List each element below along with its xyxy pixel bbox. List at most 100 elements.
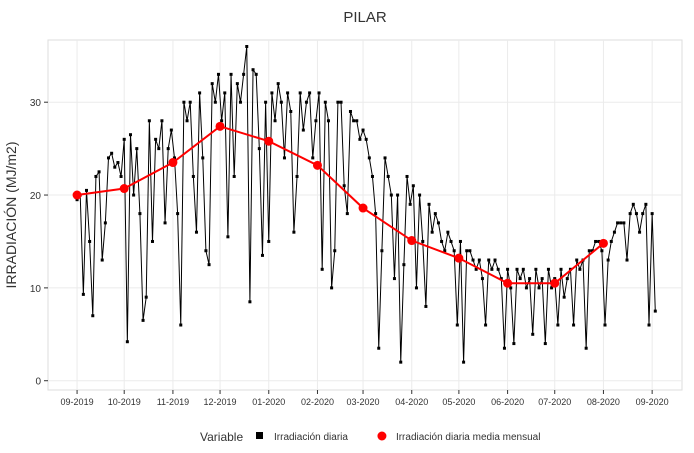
point [389, 193, 393, 197]
point [572, 323, 576, 327]
point [323, 100, 327, 104]
point [282, 156, 286, 160]
point [128, 133, 132, 137]
point [609, 239, 613, 243]
point [166, 147, 170, 151]
point [163, 221, 167, 225]
legend-title: Variable [200, 430, 243, 444]
point [358, 137, 362, 141]
point [198, 91, 202, 95]
point [455, 323, 459, 327]
point [446, 230, 450, 234]
x-tick-label: 03-2020 [347, 397, 380, 407]
point [182, 100, 186, 104]
point [480, 277, 484, 281]
point [433, 212, 437, 216]
point [408, 202, 412, 206]
point [339, 100, 343, 104]
point [348, 109, 352, 113]
point [110, 151, 114, 155]
point [399, 360, 403, 364]
x-tick-label: 12-2019 [204, 397, 237, 407]
point [619, 221, 623, 225]
point [427, 202, 431, 206]
point [264, 100, 268, 104]
x-tick-label: 09-2019 [61, 397, 94, 407]
legend-marker [256, 432, 263, 439]
point [628, 212, 632, 216]
point [333, 249, 337, 253]
point [116, 161, 120, 165]
point [502, 346, 506, 350]
point [147, 119, 151, 123]
point [150, 239, 154, 243]
point [330, 286, 334, 290]
point [345, 212, 349, 216]
point [94, 174, 98, 178]
point [612, 230, 616, 234]
point [647, 323, 651, 327]
point [270, 91, 274, 95]
point [540, 277, 544, 281]
point [515, 267, 519, 271]
point [213, 100, 217, 104]
point [242, 72, 246, 76]
series-line [76, 125, 605, 285]
point [251, 68, 255, 72]
point [546, 267, 550, 271]
point [421, 239, 425, 243]
point [176, 212, 180, 216]
point [295, 174, 299, 178]
point [113, 165, 117, 169]
point [132, 193, 136, 197]
point [81, 292, 85, 296]
point [326, 119, 330, 123]
point [641, 212, 645, 216]
point [364, 137, 368, 141]
point [119, 184, 129, 194]
point [386, 174, 390, 178]
point [320, 267, 324, 271]
point [97, 170, 101, 174]
point [603, 323, 607, 327]
point [600, 249, 604, 253]
point [512, 342, 516, 346]
point [289, 109, 293, 113]
point [430, 230, 434, 234]
point [622, 221, 626, 225]
point [565, 277, 569, 281]
point [559, 267, 563, 271]
point [304, 100, 308, 104]
point [597, 239, 601, 243]
x-tick-label: 10-2019 [108, 397, 141, 407]
point [257, 147, 261, 151]
point [201, 156, 205, 160]
point [223, 91, 227, 95]
point [215, 121, 225, 131]
point [578, 267, 582, 271]
point [407, 236, 417, 246]
point [584, 346, 588, 350]
point [144, 295, 148, 299]
x-tick-label: 06-2020 [491, 397, 524, 407]
point [644, 202, 648, 206]
point [352, 119, 356, 123]
point [298, 91, 302, 95]
point [440, 239, 444, 243]
point [232, 174, 236, 178]
point [226, 235, 230, 239]
x-tick-label: 09-2020 [636, 397, 669, 407]
point [377, 346, 381, 350]
point [216, 72, 220, 76]
point [245, 44, 249, 48]
point [587, 249, 591, 253]
chart-title: PILAR [343, 9, 387, 26]
point [292, 230, 296, 234]
point [374, 212, 378, 216]
point [653, 309, 657, 313]
point [452, 249, 456, 253]
point [75, 198, 79, 202]
point [276, 82, 280, 86]
point [634, 212, 638, 216]
x-tick-label: 01-2020 [252, 397, 285, 407]
